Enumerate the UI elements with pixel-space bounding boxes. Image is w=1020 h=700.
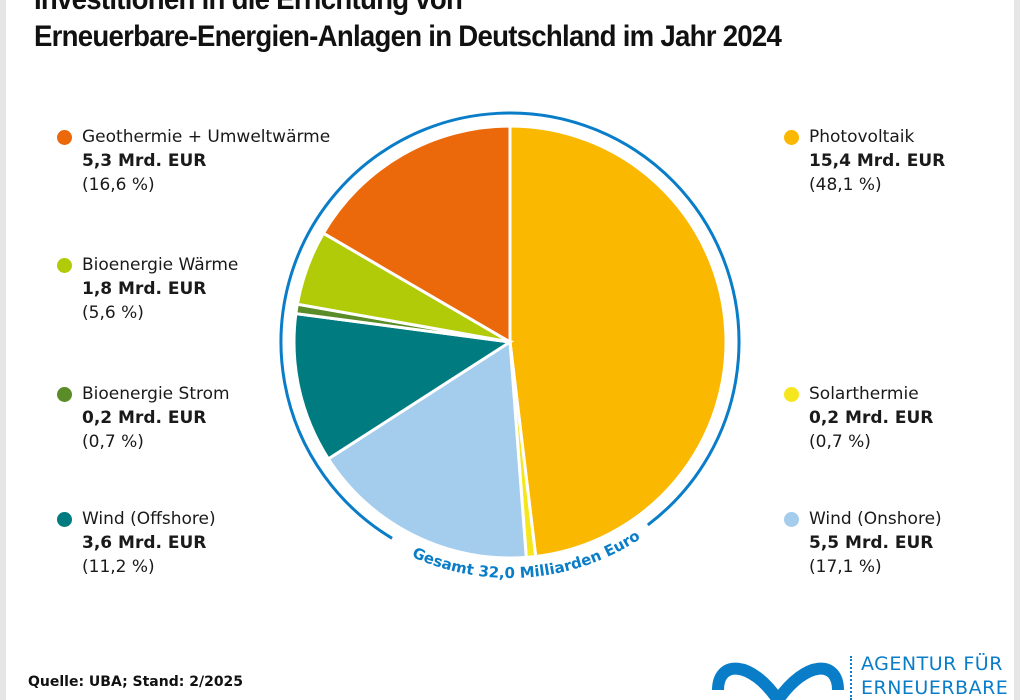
legend-item: Wind (Offshore) 3,6 Mrd. EUR (11,2 %) xyxy=(57,507,216,579)
total-ring xyxy=(279,111,741,540)
legend-item: Geothermie + Umweltwärme 5,3 Mrd. EUR (1… xyxy=(57,125,331,197)
logo-text: AGENTUR FÜR ERNEUERBARE xyxy=(861,652,1008,700)
legend-item: Photovoltaik 15,4 Mrd. EUR (48,1 %) xyxy=(784,125,946,197)
legend-label: Bioenergie Strom xyxy=(82,384,230,404)
legend-percent: (0,7 %) xyxy=(82,432,144,452)
legend-label: Wind (Onshore) xyxy=(809,509,942,529)
source-note: Quelle: UBA; Stand: 2/2025 xyxy=(28,674,244,690)
legend-value: 3,6 Mrd. EUR xyxy=(82,533,207,553)
legend-swatch xyxy=(57,512,72,527)
pie-slice-wind-offshore- xyxy=(292,311,515,461)
legend-percent: (11,2 %) xyxy=(82,557,155,577)
title-line-1: Investitionen in die Errichtung von xyxy=(34,0,463,17)
legend-item: Wind (Onshore) 5,5 Mrd. EUR (17,1 %) xyxy=(784,507,942,579)
legend-swatch xyxy=(784,387,799,402)
logo-line-2: ERNEUERBARE xyxy=(861,677,1009,699)
legend-value: 15,4 Mrd. EUR xyxy=(809,151,946,171)
legend-value: 1,8 Mrd. EUR xyxy=(82,279,207,299)
legend-percent: (17,1 %) xyxy=(809,557,882,577)
pie-slice-wind-onshore- xyxy=(326,339,528,560)
legend-value: 5,5 Mrd. EUR xyxy=(809,533,934,553)
legend-percent: (5,6 %) xyxy=(82,303,144,323)
legend-swatch xyxy=(57,387,72,402)
legend-label: Geothermie + Umweltwärme xyxy=(82,127,331,147)
pie-slice-geothermie-umweltwärme xyxy=(321,124,512,345)
pie-chart: Gesamt 32,0 Milliarden Euro xyxy=(279,111,741,582)
legend-swatch xyxy=(57,130,72,145)
legend-label: Photovoltaik xyxy=(809,127,915,147)
legend-item: Solarthermie 0,2 Mrd. EUR (0,7 %) xyxy=(784,382,934,454)
legend-value: 0,2 Mrd. EUR xyxy=(82,408,207,428)
legend-item: Bioenergie Wärme 1,8 Mrd. EUR (5,6 %) xyxy=(57,253,239,325)
legend-label: Solarthermie xyxy=(809,384,919,404)
legend-percent: (48,1 %) xyxy=(809,175,882,195)
legend-percent: (16,6 %) xyxy=(82,175,155,195)
logo-line-1: AGENTUR FÜR xyxy=(861,653,1003,675)
infographic: Investitionen in die Errichtung von Erne… xyxy=(6,0,1014,700)
legend-label: Wind (Offshore) xyxy=(82,509,216,529)
legend-label: Bioenergie Wärme xyxy=(82,255,239,275)
legend-value: 0,2 Mrd. EUR xyxy=(809,408,934,428)
legend-item: Bioenergie Strom 0,2 Mrd. EUR (0,7 %) xyxy=(57,382,230,454)
pie-slice-photovoltaik xyxy=(508,124,728,559)
legend-swatch xyxy=(57,258,72,273)
legend-percent: (0,7 %) xyxy=(809,432,871,452)
logo-divider xyxy=(850,656,852,700)
title-line-2: Erneuerbare-Energien-Anlagen in Deutschl… xyxy=(34,20,782,53)
legend-swatch xyxy=(784,130,799,145)
legend-swatch xyxy=(784,512,799,527)
legend-value: 5,3 Mrd. EUR xyxy=(82,151,207,171)
